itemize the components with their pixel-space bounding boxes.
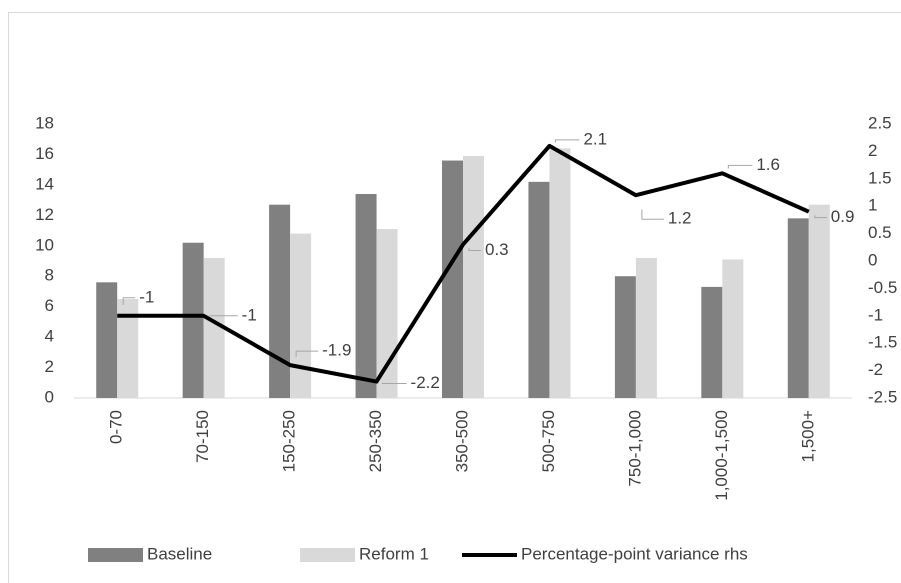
y2-tick-label: -0.5 xyxy=(868,278,897,297)
y2-tick-label: 2.5 xyxy=(868,113,892,132)
data-label: 1.6 xyxy=(756,155,780,174)
x-tick-label: 750-1,000 xyxy=(625,410,644,487)
bar xyxy=(808,204,830,398)
y2-tick-label: -1 xyxy=(868,305,883,324)
y-tick-label: 6 xyxy=(45,296,54,315)
y2-tick-label: -2.5 xyxy=(868,387,897,406)
y-tick-label: 12 xyxy=(35,205,54,224)
leader-line xyxy=(554,139,580,143)
y-tick-label: 0 xyxy=(45,387,54,406)
bar xyxy=(722,259,744,398)
leader-line xyxy=(814,215,827,219)
y-tick-label: 14 xyxy=(35,174,54,193)
y-tick-label: 4 xyxy=(45,327,54,346)
bar xyxy=(290,233,312,398)
y-tick-label: 10 xyxy=(35,235,54,254)
leader-line xyxy=(382,382,407,385)
bar xyxy=(355,194,377,398)
legend-label: Reform 1 xyxy=(359,544,429,563)
x-tick-label: 0-70 xyxy=(107,410,126,444)
x-tick-label: 1,000-1,500 xyxy=(712,410,731,501)
legend-label: Percentage-point variance rhs xyxy=(521,544,748,563)
bar xyxy=(635,257,657,398)
y-tick-label: 2 xyxy=(45,357,54,376)
x-tick-label: 250-350 xyxy=(366,410,385,472)
data-label: -2.2 xyxy=(411,373,440,392)
data-label: -1 xyxy=(242,305,257,324)
legend-label: Baseline xyxy=(147,544,212,563)
y2-tick-label: -1.5 xyxy=(868,333,897,352)
x-tick-label: 1,500+ xyxy=(798,410,817,463)
y2-tick-label: 1 xyxy=(868,196,877,215)
bar xyxy=(96,282,118,398)
data-label: 2.1 xyxy=(583,129,607,148)
leader-line xyxy=(727,164,753,169)
y-tick-label: 8 xyxy=(45,266,54,285)
legend-swatch xyxy=(300,548,355,562)
y2-tick-label: -2 xyxy=(868,360,883,379)
y2-tick-label: 1.5 xyxy=(868,168,892,187)
data-label: 0.9 xyxy=(831,207,855,226)
bar xyxy=(442,160,463,398)
legend-swatch xyxy=(88,548,143,562)
y2-tick-label: 0 xyxy=(868,250,877,269)
bar xyxy=(376,229,398,398)
leader-line xyxy=(468,248,481,252)
y2-tick-label: 0.5 xyxy=(868,223,892,242)
x-tick-label: 500-750 xyxy=(539,410,558,472)
data-label: -1 xyxy=(139,287,154,306)
bar xyxy=(549,148,571,398)
leader-line xyxy=(295,350,319,357)
bar xyxy=(787,218,809,398)
bar xyxy=(463,155,484,398)
y-tick-label: 16 xyxy=(35,144,54,163)
x-tick-label: 70-150 xyxy=(193,410,212,463)
y2-tick-label: 2 xyxy=(868,141,877,160)
bar xyxy=(203,257,225,398)
line-series xyxy=(117,143,810,384)
bar xyxy=(117,299,139,398)
bar xyxy=(182,242,204,398)
x-tick-label: 150-250 xyxy=(280,410,299,472)
data-label: -1.9 xyxy=(322,341,351,360)
y-tick-label: 18 xyxy=(35,113,54,132)
bar xyxy=(528,181,550,398)
x-tick-label: 350-500 xyxy=(452,410,471,472)
bar xyxy=(614,276,636,398)
data-label: 1.2 xyxy=(668,209,692,228)
bar xyxy=(269,204,291,398)
bar xyxy=(701,286,723,398)
leader-line xyxy=(641,209,664,220)
leader-line xyxy=(122,297,136,305)
data-label: 0.3 xyxy=(485,240,509,259)
